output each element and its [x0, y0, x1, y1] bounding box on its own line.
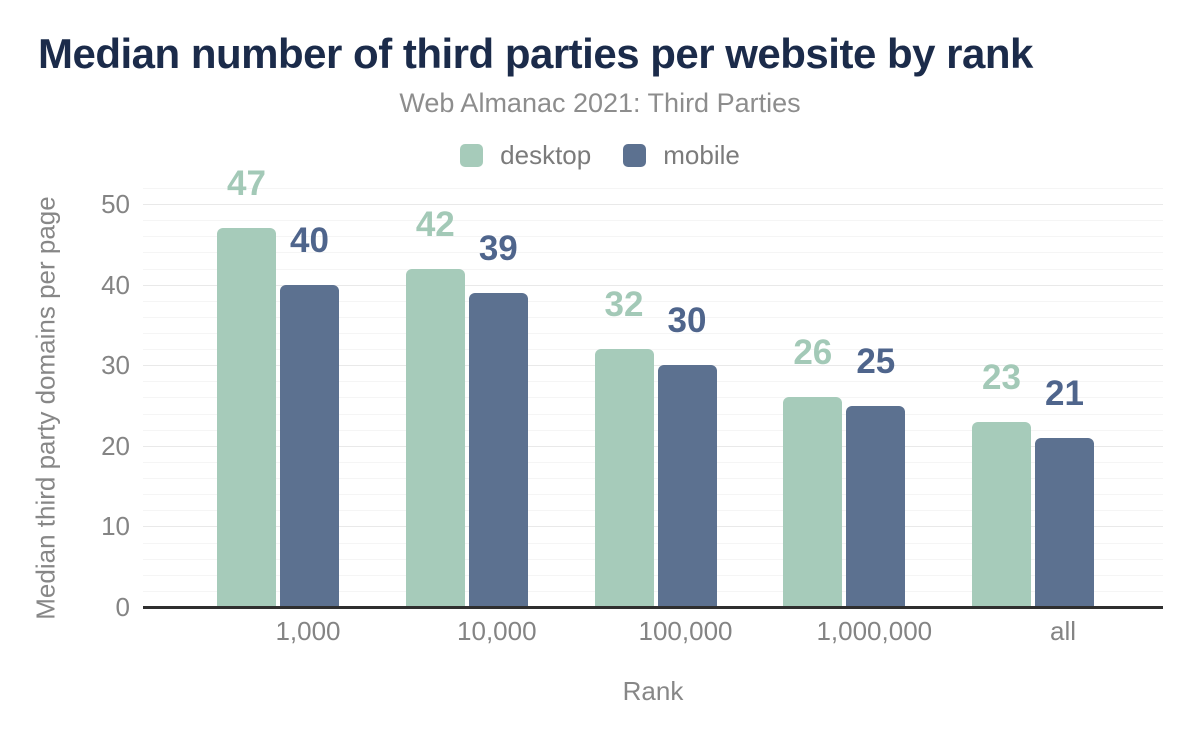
x-tick-label: 100,000 [638, 616, 733, 646]
legend-label-mobile: mobile [663, 139, 740, 170]
legend: desktop mobile [0, 140, 1200, 170]
value-label-desktop-1,000,000: 26 [793, 333, 833, 373]
y-tick-label: 20 [101, 430, 130, 461]
x-axis-title: Rank [622, 676, 684, 706]
y-tick-label: 30 [101, 350, 130, 381]
value-label-mobile-10,000: 39 [478, 228, 518, 268]
x-tick-label: all [1049, 616, 1076, 646]
minor-gridline [143, 349, 1163, 351]
minor-gridline [143, 252, 1163, 254]
minor-gridline [143, 333, 1163, 334]
bar-desktop-1,000,000[interactable] [783, 397, 843, 607]
x-tick-label: 10,000 [457, 616, 537, 646]
chart-subtitle: Web Almanac 2021: Third Parties [399, 88, 801, 118]
bar-desktop-100,000[interactable] [594, 349, 654, 607]
bar-desktop-1,000[interactable] [217, 228, 276, 607]
minor-gridline [143, 268, 1163, 270]
minor-gridline [143, 220, 1163, 222]
y-tick-label: 40 [101, 269, 130, 300]
bar-desktop-10,000[interactable] [405, 268, 465, 607]
legend-swatch-mobile [623, 143, 647, 167]
minor-gridline [143, 316, 1163, 318]
bar-mobile-10,000[interactable] [468, 292, 528, 607]
value-label-mobile-1,000: 40 [290, 220, 329, 260]
x-tick-label: 1,000 [275, 616, 341, 646]
y-axis-title: Median third party domains per page [30, 196, 61, 620]
legend-label-desktop: desktop [500, 139, 592, 170]
minor-gridline [143, 187, 1163, 189]
value-label-mobile-all: 21 [1045, 373, 1084, 413]
y-tick-label: 0 [115, 592, 130, 622]
bar-mobile-100,000[interactable] [657, 365, 717, 607]
bar-mobile-all[interactable] [1035, 437, 1094, 607]
legend-item-desktop[interactable]: desktop [460, 140, 591, 171]
x-tick-label: 1,000,000 [816, 616, 933, 646]
value-label-desktop-100,000: 32 [604, 285, 644, 325]
legend-item-mobile[interactable]: mobile [623, 140, 740, 171]
chart-title: Median number of third parties per websi… [38, 30, 1033, 77]
legend-swatch-desktop [460, 143, 484, 167]
y-tick-label: 10 [101, 511, 130, 542]
y-tick-label: 50 [101, 189, 130, 219]
value-label-desktop-10,000: 42 [415, 204, 455, 244]
bar-mobile-1,000[interactable] [280, 284, 339, 607]
value-label-desktop-1,000: 47 [227, 164, 266, 204]
minor-gridline [143, 300, 1163, 302]
major-gridline [143, 204, 1163, 205]
value-label-desktop-all: 23 [982, 357, 1021, 397]
value-label-mobile-1,000,000: 25 [856, 341, 896, 381]
bar-mobile-1,000,000[interactable] [846, 405, 906, 607]
value-label-mobile-100,000: 30 [667, 301, 707, 341]
minor-gridline [143, 236, 1163, 238]
bar-desktop-all[interactable] [972, 421, 1031, 607]
major-gridline [143, 284, 1163, 286]
x-axis-line [143, 606, 1163, 609]
